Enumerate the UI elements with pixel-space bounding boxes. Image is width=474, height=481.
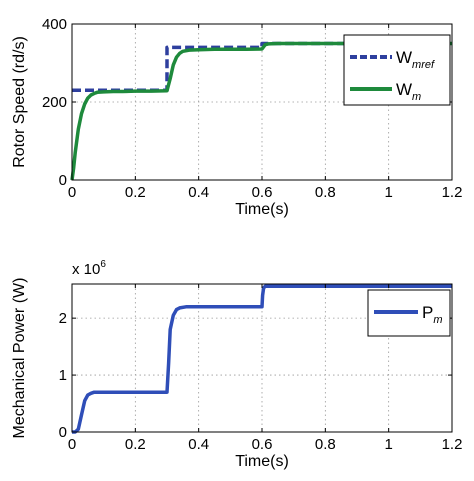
x-tick-label: 0 bbox=[68, 436, 76, 453]
legend-label-m: Pm bbox=[422, 303, 443, 326]
rotor-speed-chart: 0 0.2 0.4 0.6 0.8 1 1.2 0 200 400 Time(s) Rotor Spe… bbox=[11, 16, 462, 218]
x-axis-label: Time(s) bbox=[235, 201, 289, 218]
y-axis-multiplier: x 106 bbox=[72, 259, 106, 278]
x-tick-label: 0.4 bbox=[188, 184, 209, 201]
x-tick-label: 1.2 bbox=[442, 184, 463, 201]
x-tick-label: 0 bbox=[68, 184, 76, 201]
x-tick-label: 0.2 bbox=[125, 436, 146, 453]
legend-label-mref: Wmref bbox=[396, 48, 435, 71]
legend-label-m: Wm bbox=[396, 80, 421, 103]
x-tick-label: 0.6 bbox=[252, 436, 273, 453]
multiplier-exponent: 6 bbox=[100, 259, 106, 270]
legend-symbol: W bbox=[396, 48, 412, 67]
x-tick-label: 0.2 bbox=[125, 184, 146, 201]
multiplier-base: x 10 bbox=[72, 261, 100, 278]
y-tick-label: 0 bbox=[59, 172, 67, 189]
power-series-line-m bbox=[72, 284, 452, 434]
x-tick-label: 1 bbox=[384, 436, 392, 453]
speed-series-line-m bbox=[70, 41, 452, 181]
mechanical-power-chart: 0 0.2 0.4 0.6 0.8 1 1.2 0 1 2 Time(s) Mechanical Po… bbox=[11, 259, 462, 470]
y-axis-label: Mechanical Power (W) bbox=[11, 278, 28, 439]
x-tick-label: 0.8 bbox=[315, 184, 336, 201]
y-tick-label: 400 bbox=[42, 16, 67, 33]
x-tick-label: 0.8 bbox=[315, 436, 336, 453]
legend-box bbox=[343, 34, 451, 106]
legend-symbol: W bbox=[396, 80, 412, 99]
legend-subscript: mref bbox=[412, 59, 435, 71]
y-tick-label: 1 bbox=[59, 367, 67, 384]
x-tick-label: 0.6 bbox=[252, 184, 273, 201]
y-tick-label: 200 bbox=[42, 94, 67, 111]
y-tick-label: 0 bbox=[59, 424, 67, 441]
y-axis-label: Rotor Speed (rd/s) bbox=[11, 36, 28, 168]
x-tick-label: 1 bbox=[384, 184, 392, 201]
x-axis-label: Time(s) bbox=[235, 453, 289, 470]
y-tick-label: 2 bbox=[59, 310, 67, 327]
legend-symbol: P bbox=[422, 303, 433, 322]
legend: Pm bbox=[367, 289, 451, 337]
legend-subscript: m bbox=[412, 91, 421, 103]
x-tick-label: 1.2 bbox=[442, 436, 463, 453]
x-tick-label: 0.4 bbox=[188, 436, 209, 453]
legend-subscript: m bbox=[433, 314, 442, 326]
